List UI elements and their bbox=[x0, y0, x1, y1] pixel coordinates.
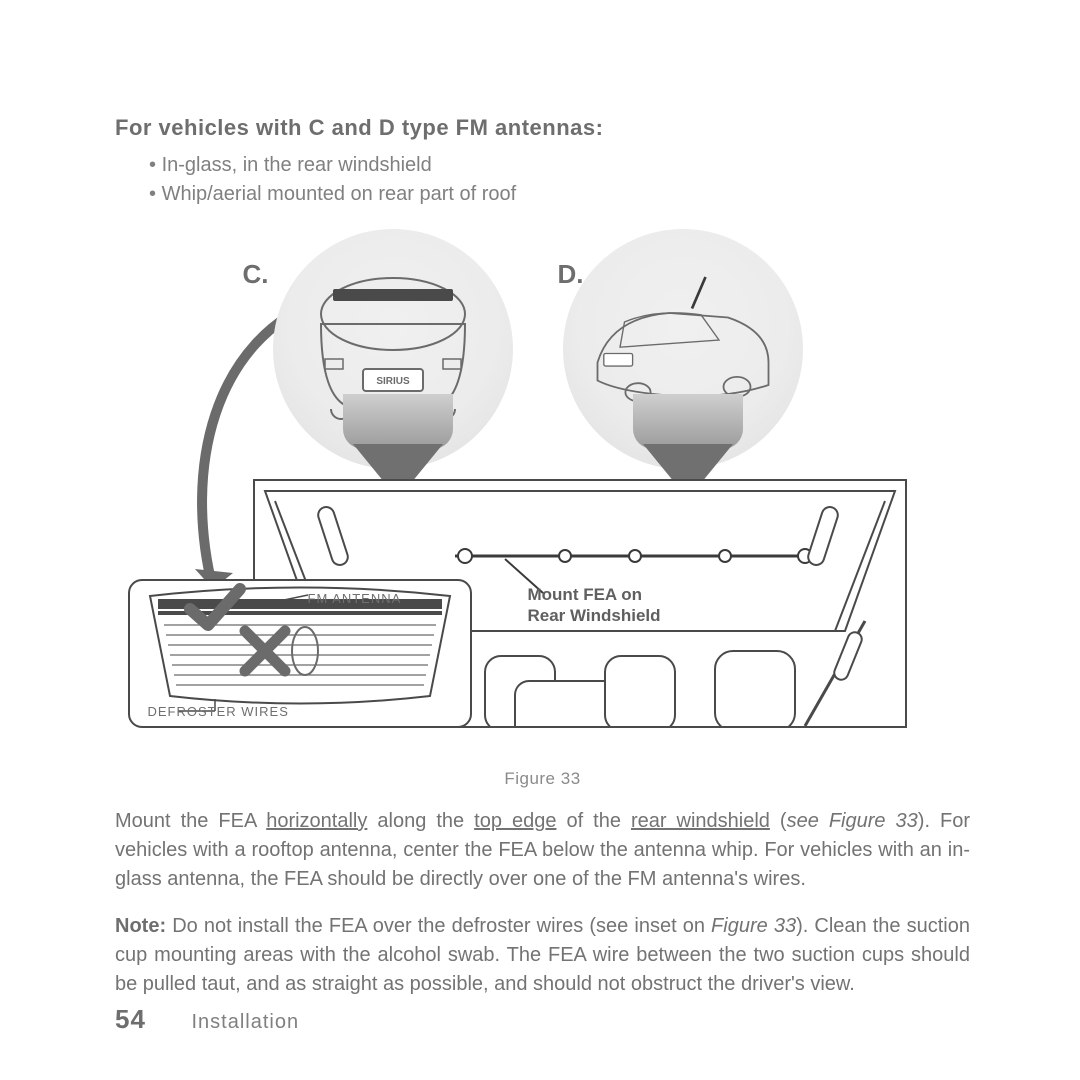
label-d: D. bbox=[558, 259, 584, 290]
paragraph-2-note: Note: Do not install the FEA over the de… bbox=[115, 912, 970, 999]
underline-text: top edge bbox=[474, 810, 556, 832]
underline-text: horizontally bbox=[266, 810, 367, 832]
mount-label: Mount FEA on Rear Windshield bbox=[528, 584, 661, 627]
text: along the bbox=[367, 810, 474, 832]
manual-page: For vehicles with C and D type FM antenn… bbox=[0, 0, 1080, 1080]
figure-caption: Figure 33 bbox=[115, 769, 970, 789]
page-number: 54 bbox=[115, 1004, 146, 1034]
section-name: Installation bbox=[191, 1011, 299, 1033]
license-plate-text: SIRIUS bbox=[376, 376, 410, 387]
figure-diagram: SIRIUS C. D. bbox=[163, 229, 923, 759]
mount-label-line1: Mount FEA on bbox=[528, 585, 643, 604]
text: of the bbox=[556, 810, 631, 832]
text: Do not install the FEA over the defroste… bbox=[166, 915, 711, 937]
italic-text: Figure 33 bbox=[711, 915, 796, 937]
paragraph-1: Mount the FEA horizontally along the top… bbox=[115, 807, 970, 894]
note-label: Note: bbox=[115, 915, 166, 937]
bullet-list: In-glass, in the rear windshield Whip/ae… bbox=[149, 151, 970, 209]
defroster-wires-label: DEFROSTER WIRES bbox=[148, 704, 289, 719]
label-c: C. bbox=[243, 259, 269, 290]
text: ( bbox=[770, 810, 787, 832]
list-item: Whip/aerial mounted on rear part of roof bbox=[149, 180, 970, 209]
section-heading: For vehicles with C and D type FM antenn… bbox=[115, 115, 970, 141]
page-footer: 54 Installation bbox=[115, 1004, 299, 1035]
underline-text: rear windshield bbox=[631, 810, 770, 832]
fm-antenna-label: FM ANTENNA bbox=[308, 591, 402, 606]
mount-label-line2: Rear Windshield bbox=[528, 606, 661, 625]
list-item: In-glass, in the rear windshield bbox=[149, 151, 970, 180]
italic-text: see Figure 33 bbox=[787, 810, 918, 832]
text: Mount the FEA bbox=[115, 810, 266, 832]
